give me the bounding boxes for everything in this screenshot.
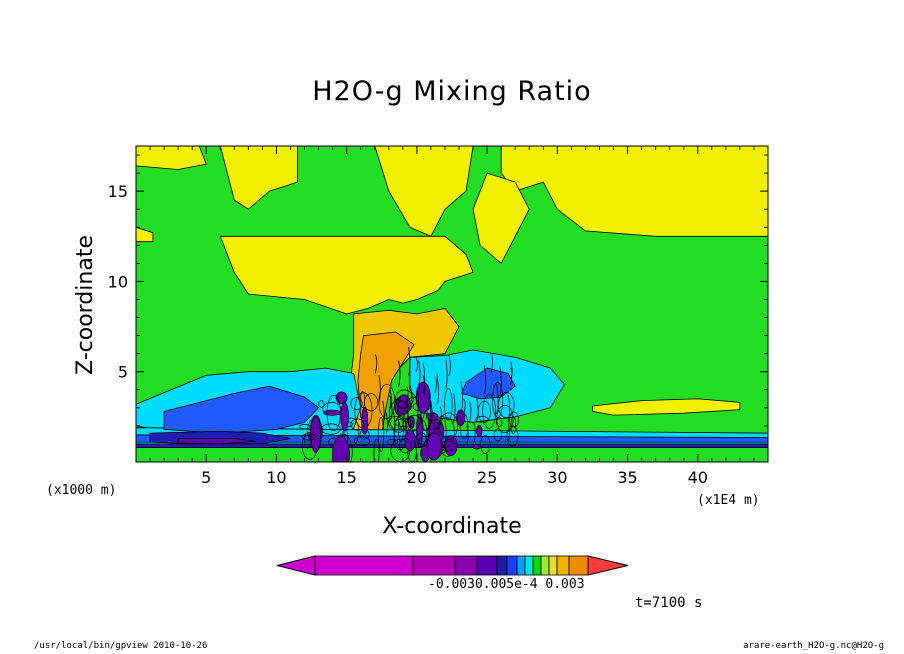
contour-yellow-anvil — [219, 235, 474, 315]
colorbar-swatch — [524, 555, 534, 576]
colorbar-swatch — [454, 555, 478, 576]
contour-yellow-slab — [592, 398, 741, 416]
colorbar-swatch — [532, 555, 542, 576]
y-tick-label: 10 — [108, 272, 128, 291]
contour-yellow-top-left — [219, 146, 298, 210]
contour-field — [136, 146, 768, 462]
colorbar-right-arrow — [587, 555, 629, 576]
contour-yellow-top-corner — [136, 146, 207, 170]
x-tick-label: 30 — [547, 468, 567, 487]
y-axis-title: Z-coordinate — [73, 235, 98, 375]
x-axis-title: X-coordinate — [382, 514, 522, 539]
contour-turbulence — [298, 346, 519, 462]
chart-title: H2O-g Mixing Ratio — [312, 76, 592, 107]
colorbar-swatch — [412, 555, 456, 576]
x-tick-label: 5 — [201, 468, 211, 487]
x-tick-label: 25 — [477, 468, 497, 487]
x-tick-label: 10 — [266, 468, 286, 487]
y-axis-unit: (x1E4 m) — [697, 493, 760, 508]
colorbar-labels: -0.0030.005e-4 0.003 — [428, 577, 585, 592]
y-tick-label: 5 — [118, 363, 128, 382]
y-tick-label: 15 — [108, 182, 128, 201]
contour-purple-lower — [177, 438, 256, 445]
contour-yellow-column — [472, 172, 530, 265]
x-axis-unit: (x1000 m) — [46, 483, 117, 498]
colorbar-swatch — [540, 555, 550, 576]
time-label: t=7100 s — [635, 595, 703, 611]
contour-yellow-left-edge — [136, 226, 154, 243]
x-tick-label: 20 — [407, 468, 427, 487]
colorbar-swatch — [516, 555, 526, 576]
x-tick-label: 40 — [688, 468, 708, 487]
colorbar-swatch — [476, 555, 498, 576]
plot-border — [135, 145, 769, 463]
colorbar-swatch — [314, 555, 414, 576]
colorbar-swatch — [496, 555, 508, 576]
colorbar — [276, 555, 629, 576]
colorbar-left-arrow — [276, 555, 316, 576]
plot-frame — [135, 145, 769, 463]
colorbar-swatch — [506, 555, 518, 576]
colorbar-swatch — [556, 555, 570, 576]
colorbar-swatch — [548, 555, 558, 576]
contour-yellow-top-mid — [374, 146, 474, 237]
footer-right: arare-earth_H2O-g.nc@H2O-g — [743, 641, 884, 651]
colorbar-swatch — [568, 555, 589, 576]
footer-left: /usr/local/bin/gpview 2010-10-26 — [34, 641, 208, 651]
axis-ticks: 5 10 15 20 25 30 35 40 5 10 15 Z-coordinate — [73, 146, 768, 487]
x-tick-label: 35 — [617, 468, 637, 487]
x-tick-label: 15 — [336, 468, 356, 487]
